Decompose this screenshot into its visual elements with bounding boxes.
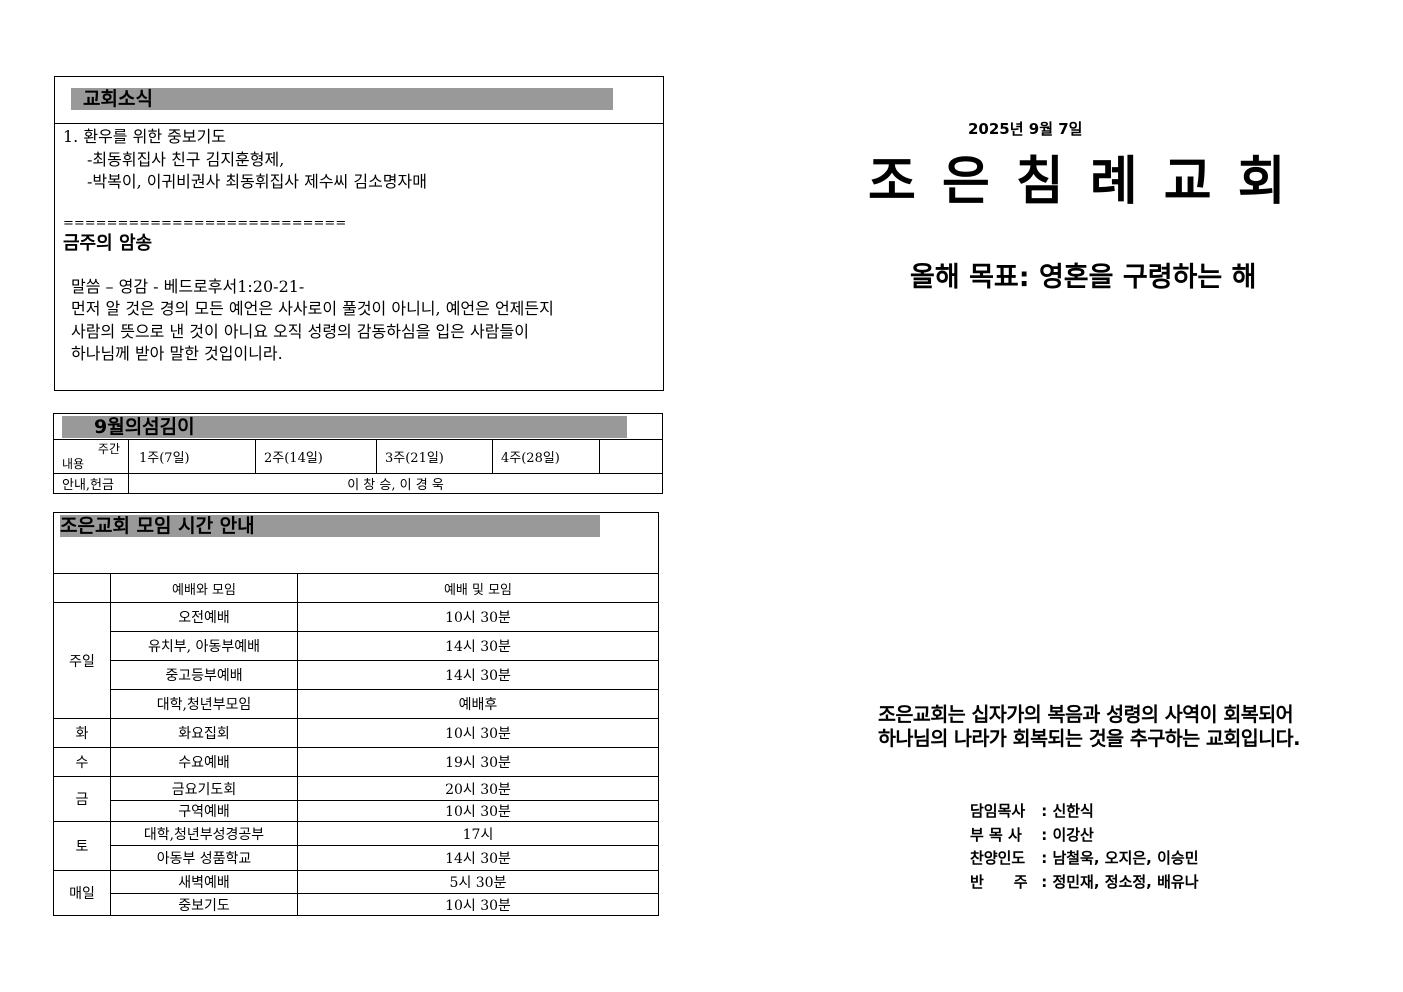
schedule-header: 예배와 모임 [110, 573, 298, 603]
week-cell [599, 439, 663, 474]
schedule-title: 조은교회 모임 시간 안내 [60, 515, 600, 537]
corner-top: 주간 [97, 441, 120, 456]
meeting-cell: 대학,청년부성경공부 [110, 821, 298, 846]
time-cell: 14시 30분 [297, 631, 659, 661]
table-row: 아동부 성품학교 14시 30분 [54, 845, 659, 871]
staff-role: 찬양인도 [970, 849, 1026, 867]
time-cell: 17시 [297, 821, 659, 846]
bulletin-date: 2025년 9월 7일 [968, 120, 1083, 138]
day-cell: 금 [53, 776, 111, 822]
table-row: 구역예배 10시 30분 [54, 800, 659, 822]
news-line: -박복이, 이귀비권사 최동휘집사 제수씨 김소명자매 [87, 172, 427, 191]
table-row: 유치부, 아동부예배 14시 30분 [54, 631, 659, 661]
staff-item: 반 주 : 정민재, 정소정, 배유나 [970, 871, 1199, 895]
week-cell: 1주(7일) [128, 439, 256, 474]
yearly-goal: 올해 목표: 영혼을 구령하는 해 [910, 262, 1257, 293]
time-cell: 10시 30분 [297, 602, 659, 632]
table-row: 중보기도 10시 30분 [54, 893, 659, 916]
meeting-cell: 구역예배 [110, 800, 298, 822]
meeting-cell: 중고등부예배 [110, 660, 298, 690]
meeting-cell: 아동부 성품학교 [110, 845, 298, 871]
mission-line: 하나님의 나라가 회복되는 것을 추구하는 교회입니다. [878, 727, 1301, 750]
day-cell: 주일 [53, 602, 111, 719]
staff-list: 담임목사 : 신한식 부 목 사 : 이강산 찬양인도 : 남철욱, 오지은, 이승… [970, 800, 1199, 894]
verse-line: 사람의 뜻으로 낸 것이 아니요 오직 성령의 감동하심을 입은 사람들이 [71, 321, 529, 341]
staff-role: 반 주 [970, 872, 1028, 891]
verse-reference: 말씀 – 영감 - 베드로후서1:20-21- [71, 276, 305, 296]
time-cell: 19시 30분 [297, 747, 659, 777]
time-cell: 20시 30분 [297, 776, 659, 801]
day-cell: 화 [53, 718, 111, 748]
service-title: 9월의섬김이 [62, 415, 627, 438]
table-row: 대학,청년부모임 예배후 [54, 689, 659, 719]
time-cell: 14시 30분 [297, 660, 659, 690]
time-cell: 10시 30분 [297, 893, 659, 916]
meeting-cell: 중보기도 [110, 893, 298, 916]
news-line: 1. 환우를 위한 중보기도 [63, 127, 227, 146]
church-news-title: 교회소식 [71, 88, 613, 110]
row-label: 안내,헌금 [53, 473, 129, 494]
staff-name: 정민재, 정소정, 배유나 [1052, 872, 1199, 891]
memory-verse-title: 금주의 암송 [63, 232, 153, 254]
time-cell: 예배후 [297, 689, 659, 719]
staff-role: 담임목사 [970, 802, 1026, 820]
staff-item: 찬양인도 : 남철욱, 오지은, 이승민 [970, 847, 1199, 871]
meeting-cell: 대학,청년부모임 [110, 689, 298, 719]
church-name: 조 은 침 례 교 회 [868, 152, 1290, 212]
schedule-header [53, 573, 111, 603]
mission-statement: 조은교회는 십자가의 복음과 성령의 사역이 회복되어 하나님의 나라가 회복되… [878, 703, 1301, 751]
staff-name: 남철욱, 오지은, 이승민 [1052, 849, 1199, 867]
church-news-box: 교회소식 1. 환우를 위한 중보기도 -최동휘집사 친구 김지훈형제, -박복… [54, 76, 664, 391]
news-line: -최동휘집사 친구 김지훈형제, [87, 149, 285, 169]
staff-item: 담임목사 : 신한식 [970, 800, 1199, 824]
week-cell: 4주(28일) [492, 439, 600, 474]
table-row: 화 화요집회 10시 30분 [53, 718, 659, 748]
corner-bottom: 내용 [62, 456, 85, 471]
time-cell: 10시 30분 [297, 800, 659, 822]
table-row: 매일 새벽예배 5시 30분 [53, 870, 659, 916]
staff-role: 부 목 사 [970, 825, 1022, 844]
day-cell: 수 [53, 747, 111, 777]
row-value: 이 창 승, 이 경 욱 [128, 473, 663, 494]
week-cell: 3주(21일) [376, 439, 493, 474]
meeting-cell: 새벽예배 [110, 870, 298, 894]
time-cell: 10시 30분 [297, 718, 659, 748]
verse-line: 먼저 알 것은 경의 모든 예언은 사사로이 풀것이 아니니, 예언은 언제든지 [71, 299, 554, 318]
verse-line: 하나님께 받아 말한 것입이니라. [71, 344, 283, 363]
table-row: 중고등부예배 14시 30분 [54, 660, 659, 690]
mission-line: 조은교회는 십자가의 복음과 성령의 사역이 회복되어 [878, 703, 1294, 726]
time-cell: 14시 30분 [297, 845, 659, 871]
meeting-cell: 수요예배 [110, 747, 298, 777]
meeting-cell: 금요기도회 [110, 776, 298, 801]
time-cell: 5시 30분 [297, 870, 659, 894]
week-cell: 2주(14일) [255, 439, 377, 474]
schedule-header: 예배 및 모임 [297, 573, 659, 603]
staff-name: 신한식 [1052, 802, 1094, 820]
table-row: 금 금요기도회 20시 30분 [53, 776, 659, 822]
staff-item: 부 목 사 : 이강산 [970, 824, 1199, 848]
schedule-title-box: 조은교회 모임 시간 안내 [53, 512, 659, 574]
day-cell: 토 [53, 821, 111, 871]
table-row: 주일 오전예배 10시 30분 [53, 602, 659, 719]
day-cell: 매일 [53, 870, 111, 916]
staff-name: 이강산 [1052, 825, 1094, 844]
table-row: 토 대학,청년부성경공부 17시 [53, 821, 659, 871]
meeting-cell: 유치부, 아동부예배 [110, 631, 298, 661]
meeting-cell: 화요집회 [110, 718, 298, 748]
schedule-table: 예배와 모임 예배 및 모임 주일 오전예배 10시 30분 유치부, 아동부예배 14시 … [53, 573, 659, 916]
table-row: 수 수요예배 19시 30분 [53, 747, 659, 777]
meeting-cell: 오전예배 [110, 602, 298, 632]
divider: ========================== [63, 215, 347, 231]
